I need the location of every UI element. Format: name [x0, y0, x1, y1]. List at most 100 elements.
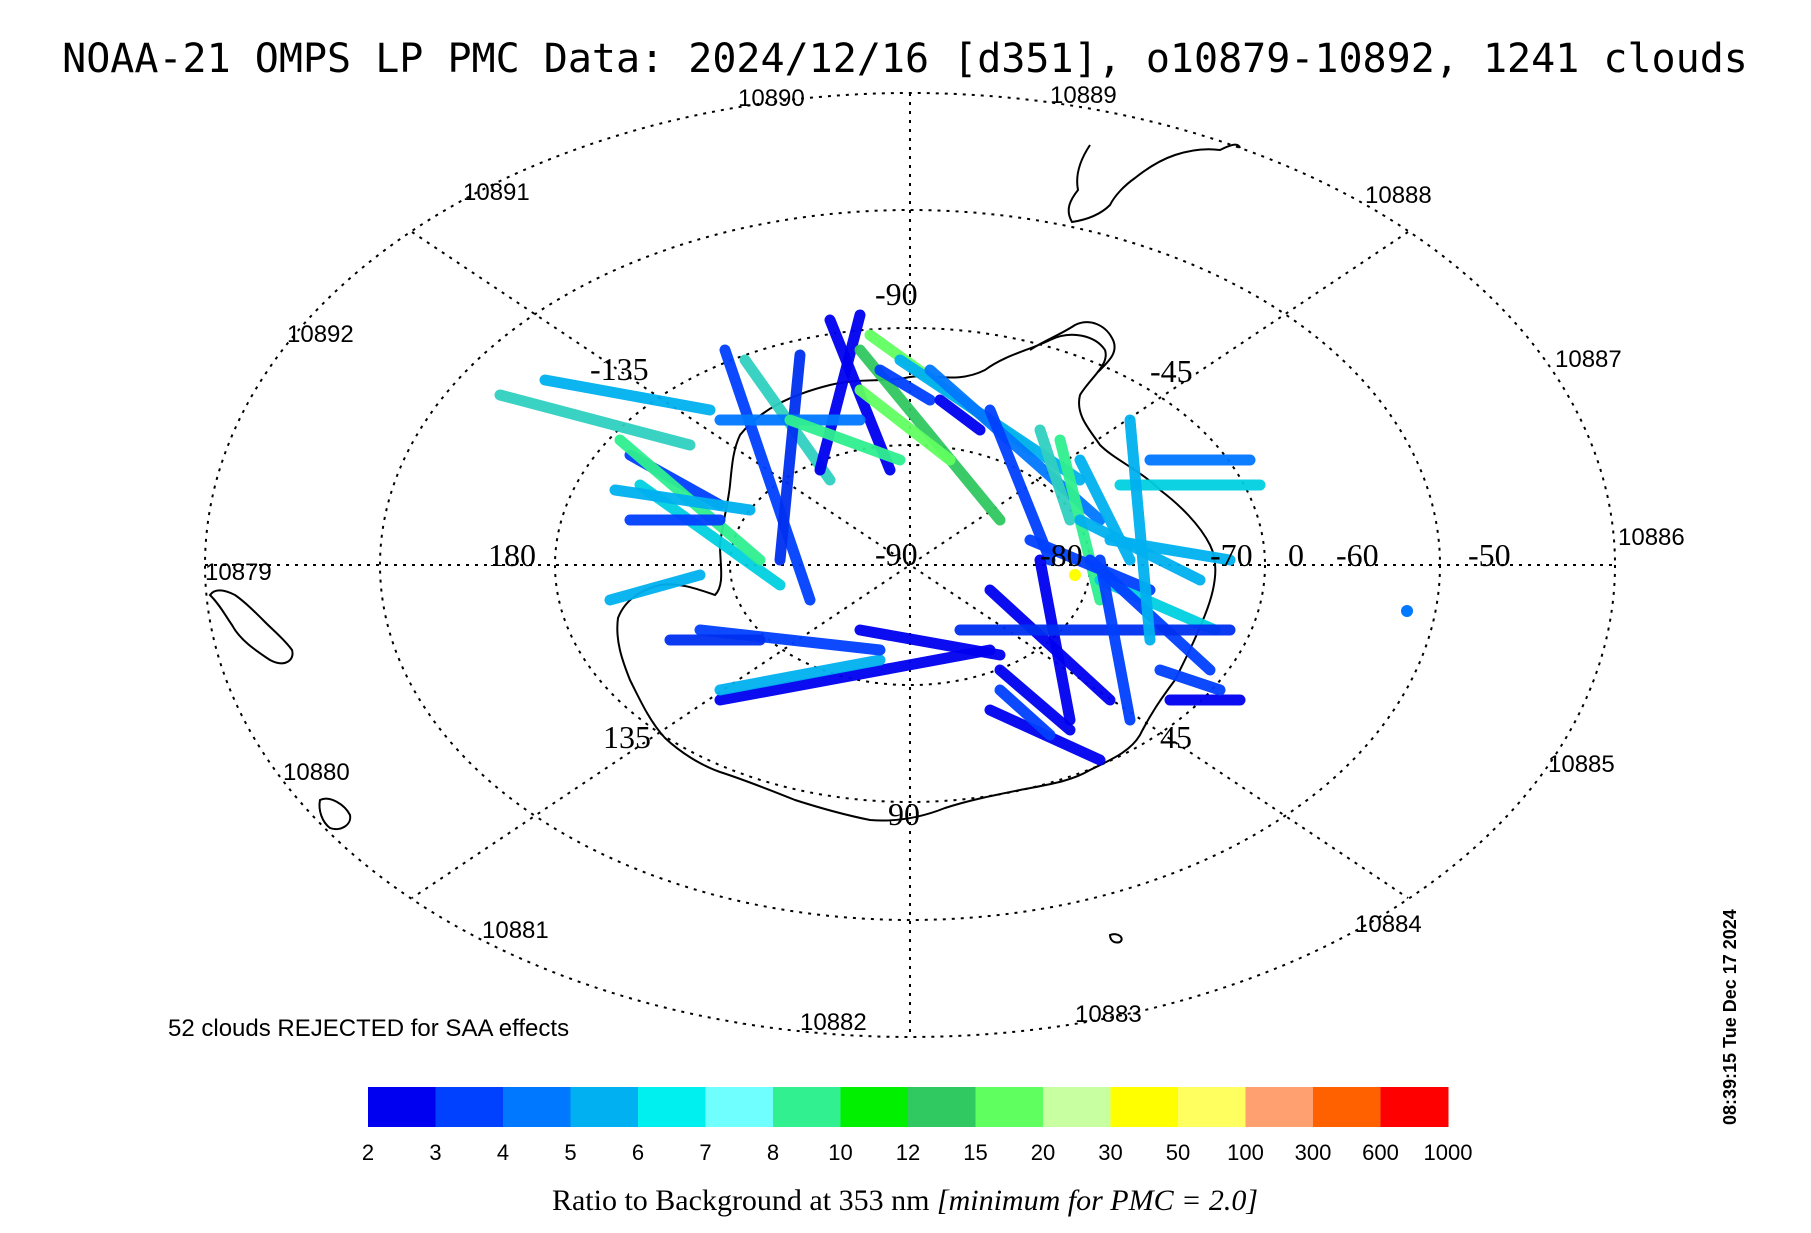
island-south-pacific	[318, 797, 352, 831]
map-area: 10879 10880 10881 10882 10883 10884 1088…	[204, 82, 1685, 1038]
grid-label-lon-minus135: -135	[590, 351, 649, 387]
colorbar-tick-label: 3	[429, 1140, 441, 1165]
colorbar-tick-label: 2	[362, 1140, 374, 1165]
colorbar-segment	[570, 1087, 639, 1127]
cloud-track	[984, 584, 1116, 706]
colorbar-segment	[638, 1087, 706, 1127]
cloud-track	[539, 374, 716, 416]
orbit-label-10890: 10890	[738, 85, 805, 112]
orbit-label-10881: 10881	[482, 917, 549, 944]
colorbar-segment	[705, 1087, 774, 1127]
grid-labels: -90 -90 90 180 -135 -45 135 45 -80 -70 0…	[488, 276, 1511, 832]
orbit-label-10882: 10882	[800, 1009, 867, 1036]
colorbar-tick-label: 100	[1227, 1140, 1264, 1165]
orbit-label-10883: 10883	[1075, 1001, 1142, 1028]
cloud-dot-high	[1069, 569, 1081, 581]
colorbar-tick-label: 5	[564, 1140, 576, 1165]
colorbar-tick-label: 30	[1098, 1140, 1122, 1165]
grid-label-lat-minus50: -50	[1468, 537, 1511, 573]
orbit-label-10889: 10889	[1050, 82, 1117, 109]
cloud-track	[719, 344, 816, 606]
cloud-track	[784, 414, 906, 466]
colorbar-segment	[1110, 1087, 1179, 1127]
cloud-track	[934, 394, 986, 436]
cloud-track	[609, 484, 756, 516]
colorbar-segment	[368, 1087, 436, 1127]
grid-label-lon-135: 135	[603, 719, 651, 755]
orbit-label-10891: 10891	[463, 179, 530, 206]
colorbar-tick-label: 600	[1362, 1140, 1399, 1165]
colorbar-tick-label: 10	[828, 1140, 852, 1165]
island-south-atlantic	[1108, 933, 1123, 944]
grid-label-lat-minus80: -80	[1040, 537, 1083, 573]
cloud-track	[604, 569, 706, 606]
orbit-label-10886: 10886	[1618, 524, 1685, 551]
grid-label-lon-minus45: -45	[1150, 353, 1193, 389]
antarctic-peninsula	[1029, 321, 1116, 373]
colorbar-segment	[1178, 1087, 1246, 1127]
cloud-track	[1034, 554, 1076, 726]
orbit-label-10884: 10884	[1355, 911, 1422, 938]
timestamp: 08:39:15 Tue Dec 17 2024	[1720, 909, 1740, 1125]
colorbar-tick-label: 50	[1166, 1140, 1190, 1165]
orbit-label-10887: 10887	[1555, 346, 1622, 373]
colorbar-segment	[840, 1087, 909, 1127]
cloud-track	[494, 389, 696, 451]
cloud-track	[1034, 424, 1076, 526]
colorbar-tick-label: 6	[632, 1140, 644, 1165]
south-america-coastline	[1067, 143, 1241, 224]
grid-label-lat-minus70: -70	[1210, 537, 1253, 573]
map-title: NOAA-21 OMPS LP PMC Data: 2024/12/16 [d3…	[62, 36, 1748, 82]
colorbar-tick-label: 8	[767, 1140, 779, 1165]
grid-label-lat-top: -90	[875, 276, 918, 312]
colorbar-segment	[1313, 1087, 1381, 1127]
cloud-track	[854, 384, 956, 466]
cloud-track	[814, 309, 866, 476]
colorbar-segment	[1380, 1087, 1449, 1127]
longitude-lines	[205, 93, 1615, 1037]
colorbar-tick-labels: 2 3 4 5 6 7 8 10 12 15 20 30 50 100 300 600 1000	[362, 1140, 1473, 1165]
colorbar-caption-note: [minimum for PMC = 2.0]	[937, 1184, 1258, 1217]
colorbar-caption: Ratio to Background at 353 nm [minimum f…	[552, 1184, 1258, 1217]
colorbar-tick-label: 15	[963, 1140, 987, 1165]
meridian-45	[411, 231, 1409, 899]
colorbar-segment	[1245, 1087, 1314, 1127]
colorbar-tick-label: 20	[1031, 1140, 1055, 1165]
orbit-label-10885: 10885	[1548, 751, 1615, 778]
orbit-label-10880: 10880	[283, 759, 350, 786]
rejected-note: 52 clouds REJECTED for SAA effects	[168, 1015, 569, 1042]
cloud-dot	[1401, 605, 1413, 617]
colorbar-tick-label: 300	[1295, 1140, 1332, 1165]
grid-label-lat-bottom: 90	[888, 796, 920, 832]
colorbar-segment	[908, 1087, 976, 1127]
cloud-track	[1124, 414, 1156, 646]
orbit-label-10892: 10892	[287, 321, 354, 348]
orbit-label-10879: 10879	[205, 559, 272, 586]
orbit-label-10888: 10888	[1365, 182, 1432, 209]
cloud-track	[1094, 554, 1136, 726]
colorbar-tick-label: 12	[896, 1140, 920, 1165]
grid-label-lat-center: -90	[875, 536, 918, 572]
colorbar-segment	[1043, 1087, 1111, 1127]
cloud-track	[984, 404, 1056, 566]
colorbar-segment	[435, 1087, 504, 1127]
cloud-track	[994, 684, 1056, 741]
grid-label-lon-180: 180	[488, 537, 536, 573]
pmc-cloud-tracks	[494, 309, 1413, 766]
colorbar-segment	[975, 1087, 1044, 1127]
new-zealand-coastline	[208, 589, 294, 665]
colorbar-segment	[773, 1087, 841, 1127]
grid-label-lon-45: 45	[1160, 719, 1192, 755]
cloud-track	[1154, 664, 1226, 696]
colorbar-caption-main: Ratio to Background at 353 nm	[552, 1184, 937, 1217]
grid-label-lat-minus60: -60	[1336, 537, 1379, 573]
cloud-track	[774, 349, 806, 566]
colorbar-tick-label: 4	[497, 1140, 509, 1165]
colorbar	[368, 1087, 1449, 1127]
cloud-track	[874, 364, 936, 406]
lat-circle-70	[554, 327, 1266, 803]
colorbar-segment	[503, 1087, 571, 1127]
cloud-track	[994, 664, 1076, 736]
orbit-labels: 10879 10880 10881 10882 10883 10884 1088…	[205, 82, 1685, 1036]
